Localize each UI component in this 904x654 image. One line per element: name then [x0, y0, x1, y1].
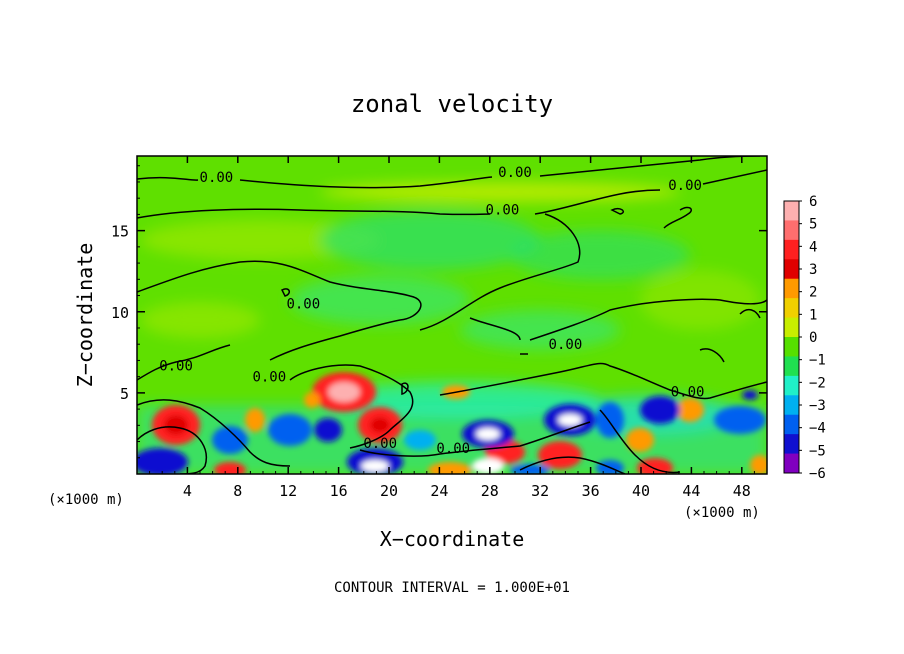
colorbar-band: [784, 317, 799, 338]
x-tick-label: 36: [582, 482, 600, 500]
x-tick-label: 44: [682, 482, 700, 500]
colorbar-band: [784, 337, 799, 357]
colorbar-tick-label: 1: [809, 307, 817, 323]
contour-label: 0.00: [549, 337, 583, 353]
y-tick-label: 15: [111, 223, 129, 241]
colorbar-band: [784, 395, 799, 416]
y-tick-label: 5: [120, 385, 129, 403]
x-axis-label: X−coordinate: [380, 527, 525, 551]
x-tick-label: 4: [183, 482, 192, 500]
x-tick-label: 16: [330, 482, 348, 500]
colorbar-band: [784, 414, 799, 435]
colorbar-band: [784, 259, 799, 280]
contour-interval-note: CONTOUR INTERVAL = 1.000E+01: [334, 580, 570, 596]
contour-label: 0.00: [286, 297, 320, 313]
colorbar-band: [784, 298, 799, 319]
contour-label: 0.00: [498, 165, 532, 181]
contour-label: 0.00: [200, 170, 234, 186]
colorbar-band: [784, 239, 799, 260]
x-tick-label: 24: [430, 482, 448, 500]
chart-title: zonal velocity: [351, 90, 553, 118]
x-unit-left: (×1000 m): [48, 492, 124, 508]
colorbar-tick-label: 5: [809, 217, 817, 233]
contour-label: 0.00: [363, 436, 397, 452]
contour-label: 0.00: [486, 203, 520, 219]
x-tick-label: 28: [481, 482, 499, 500]
x-tick-label: 48: [733, 482, 751, 500]
colorbar-band: [784, 375, 799, 396]
x-tick-label: 20: [380, 482, 398, 500]
colorbar-tick-label: 6: [809, 194, 817, 210]
x-tick-label: 12: [279, 482, 297, 500]
colorbar-tick-label: −1: [809, 353, 826, 369]
colorbar-tick-label: 2: [809, 285, 817, 301]
x-tick-label: 32: [531, 482, 549, 500]
colorbar-band: [784, 356, 799, 377]
colorbar-band: [784, 278, 799, 299]
colorbar-tick-label: 4: [809, 239, 817, 255]
contour-label: 0.00: [436, 441, 470, 457]
colorbar-tick-label: −2: [809, 375, 826, 391]
velocity-field: [137, 156, 767, 474]
x-tick-label: 8: [233, 482, 242, 500]
y-tick-label: 10: [111, 304, 129, 322]
colorbar: 6 5 4 3 2 1 0 −1 −2 −3 −4 −5 −6: [783, 194, 826, 482]
x-unit-right: (×1000 m): [684, 505, 760, 521]
contour-label: 0.00: [252, 370, 286, 386]
colorbar-tick-label: −4: [809, 421, 826, 437]
contour-label: 0.00: [668, 178, 702, 194]
colorbar-band: [784, 434, 799, 455]
colorbar-tick-label: 0: [809, 330, 817, 346]
contour-label: 0.00: [159, 358, 193, 374]
y-axis-label: Z−coordinate: [73, 243, 97, 388]
colorbar-tick-label: 3: [809, 262, 817, 278]
colorbar-tick-label: −6: [809, 466, 826, 482]
colorbar-band: [784, 201, 799, 221]
contour-label: 0.00: [671, 384, 705, 400]
colorbar-tick-label: −3: [809, 398, 826, 414]
colorbar-tick-label: −5: [809, 443, 826, 459]
colorbar-band: [784, 220, 799, 241]
x-tick-label: 40: [632, 482, 650, 500]
colorbar-band: [784, 453, 799, 474]
